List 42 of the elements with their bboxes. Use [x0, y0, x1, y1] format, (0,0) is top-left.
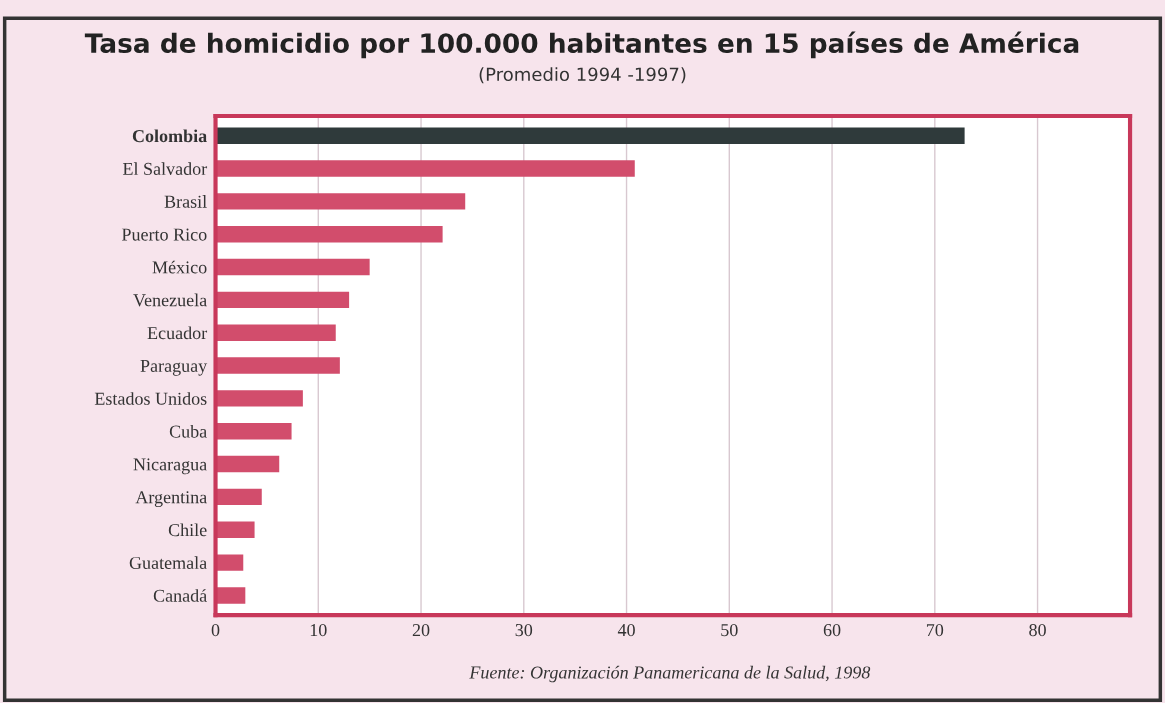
y-tick-label: Nicaragua [133, 458, 207, 475]
x-tick-label: 20 [412, 623, 430, 637]
bar [215, 160, 635, 177]
bar [215, 127, 965, 144]
y-tick-label: Guatemala [129, 556, 207, 570]
y-tick-label: Argentina [135, 491, 207, 508]
y-tick-label: Venezuela [133, 293, 207, 307]
bar [215, 193, 466, 210]
x-tick-label: 30 [515, 623, 533, 637]
bar [215, 554, 244, 571]
y-tick-label: Paraguay [140, 359, 208, 376]
bar [215, 521, 255, 538]
y-tick-label: Estados Unidos [94, 392, 207, 405]
y-tick-label: Brasil [164, 195, 207, 208]
bar [215, 488, 262, 506]
y-tick-label: Colombia [132, 129, 207, 143]
bar [215, 226, 443, 243]
x-tick-label: 70 [926, 623, 944, 637]
bar [215, 291, 350, 309]
x-tick-label: 50 [721, 623, 738, 637]
y-tick-label: Canadá [153, 589, 207, 602]
source-note: Fuente: Organización Panamericana de la Salud, 1998 [469, 665, 871, 683]
x-tick-label: 0 [211, 623, 220, 637]
x-tick-label: 60 [823, 623, 841, 637]
x-tick-label: 10 [310, 623, 327, 637]
chart-title: Tasa de homicidio por 100.000 habitantes en 15 países de América [84, 31, 1079, 59]
x-tick-label: 80 [1029, 623, 1046, 637]
chart-subtitle: (Promedio 1994 -1997) [479, 67, 686, 84]
y-tick-label: México [152, 260, 207, 274]
bar [215, 390, 303, 407]
bar [215, 258, 370, 276]
bar [215, 423, 292, 440]
y-tick-label: Puerto Rico [121, 228, 207, 241]
y-tick-label: Ecuador [147, 326, 208, 340]
y-tick-label: El Salvador [122, 162, 208, 175]
bar [215, 455, 280, 473]
bar [215, 357, 340, 374]
x-tick-label: 40 [617, 623, 635, 637]
bar [215, 324, 336, 341]
y-tick-label: Cuba [169, 424, 207, 438]
y-tick-label: Chile [168, 523, 207, 537]
bar [215, 587, 246, 604]
